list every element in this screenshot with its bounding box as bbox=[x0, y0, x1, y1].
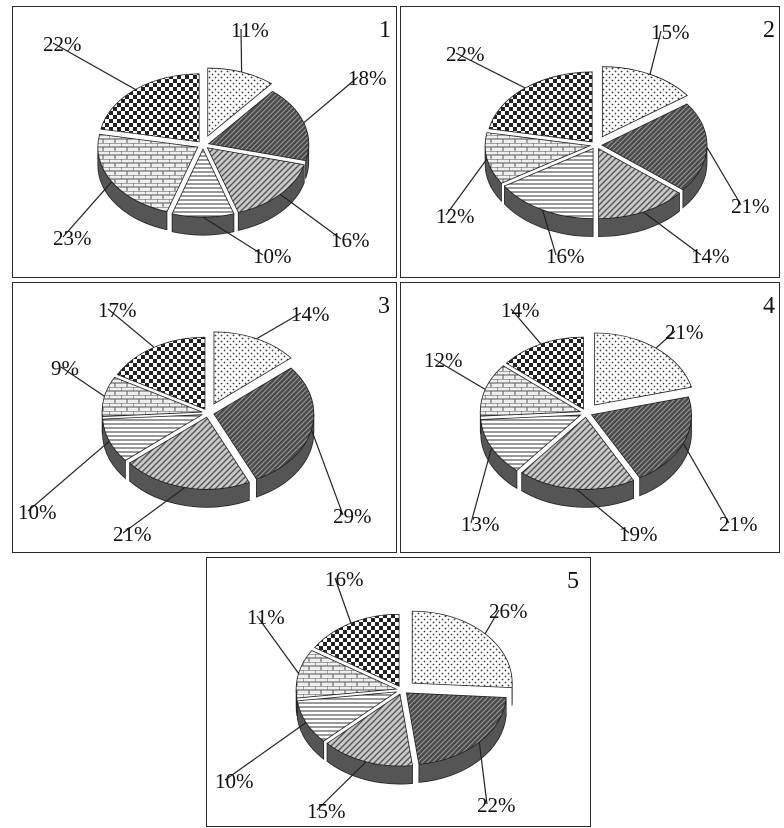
percent-label: 16% bbox=[331, 228, 370, 252]
leader-line bbox=[334, 577, 352, 624]
percent-label: 10% bbox=[253, 244, 292, 268]
leader-line bbox=[445, 158, 488, 216]
percent-label: 9% bbox=[51, 356, 79, 380]
pie-slice-2 bbox=[601, 103, 708, 191]
leader-line bbox=[256, 312, 302, 340]
pie-slice-2 bbox=[405, 692, 507, 765]
percent-label: 14% bbox=[501, 298, 540, 322]
panel-number: 3 bbox=[378, 293, 390, 319]
percent-label: 21% bbox=[113, 522, 152, 546]
leader-line bbox=[575, 488, 630, 534]
leader-line bbox=[122, 486, 186, 534]
leader-line bbox=[107, 308, 155, 348]
panel-number: 4 bbox=[763, 293, 775, 319]
percent-label: 15% bbox=[307, 799, 346, 823]
leader-line bbox=[510, 308, 542, 345]
percent-label: 21% bbox=[731, 194, 770, 218]
pie-panel-2: 15% 21% 14% 16% 12% 22% 2 bbox=[400, 6, 780, 278]
leader-line bbox=[240, 28, 243, 73]
pie-slice-6 bbox=[488, 71, 593, 143]
percent-label: 22% bbox=[446, 42, 485, 66]
pie-slice-1 bbox=[207, 67, 273, 137]
leader-line bbox=[478, 742, 488, 805]
percent-label: 21% bbox=[719, 512, 758, 536]
percent-label: 18% bbox=[348, 66, 387, 90]
pie-slice-1 bbox=[213, 331, 292, 405]
panel-number: 2 bbox=[763, 17, 775, 43]
leader-line bbox=[52, 42, 136, 90]
pie-slice-3 bbox=[598, 147, 681, 220]
leader-line bbox=[316, 761, 367, 811]
pie-slice-6 bbox=[116, 336, 206, 410]
leader-line bbox=[303, 76, 359, 124]
pie-slice-3 bbox=[326, 693, 413, 767]
leader-line bbox=[310, 429, 344, 516]
leader-line bbox=[60, 366, 105, 397]
leader-line bbox=[27, 440, 110, 512]
leader-line bbox=[682, 443, 730, 524]
percent-label: 29% bbox=[333, 504, 372, 528]
pie-slice-6 bbox=[505, 336, 584, 410]
panel-number: 1 bbox=[379, 17, 391, 43]
leader-line bbox=[655, 330, 676, 349]
leader-line bbox=[224, 722, 307, 781]
leader-line bbox=[706, 147, 742, 206]
percent-label: 12% bbox=[436, 204, 475, 228]
pie-panel-3: 14% 29% 21% 10% 9% 17% 3 bbox=[12, 282, 397, 553]
leader-line bbox=[455, 52, 526, 89]
pie-panel-5: 26% 22% 15% 10% 11% 16% 5 bbox=[206, 557, 591, 827]
pie-slice-6 bbox=[100, 73, 200, 143]
percent-label: 12% bbox=[424, 348, 463, 372]
percent-label: 22% bbox=[477, 793, 516, 817]
percent-label: 15% bbox=[651, 20, 690, 44]
pie-panel-4: 21% 21% 19% 13% 12% 14% 4 bbox=[400, 282, 780, 553]
pie-slice-1 bbox=[411, 610, 513, 689]
pie-slice-6 bbox=[314, 613, 400, 687]
percent-label: 10% bbox=[215, 769, 254, 793]
percent-label: 26% bbox=[489, 599, 528, 623]
pie-slice-4 bbox=[480, 414, 582, 471]
pie-slice-5 bbox=[484, 132, 592, 184]
leader-line bbox=[279, 193, 342, 240]
leader-line bbox=[256, 615, 300, 674]
pie-slice-3 bbox=[206, 147, 305, 213]
leader-line bbox=[642, 211, 702, 256]
pie-slice-5 bbox=[101, 376, 203, 417]
percent-label: 14% bbox=[291, 302, 330, 326]
leader-line bbox=[649, 30, 662, 75]
pie-slice-5 bbox=[295, 649, 398, 699]
leader-line bbox=[484, 609, 500, 635]
percent-label: 16% bbox=[546, 244, 585, 268]
percent-label: 13% bbox=[461, 512, 500, 536]
pie-slice-4 bbox=[503, 147, 594, 219]
percent-label: 16% bbox=[325, 567, 364, 591]
leader-line bbox=[541, 209, 557, 256]
percent-label: 22% bbox=[43, 32, 82, 56]
percent-label: 11% bbox=[247, 605, 285, 629]
pie-slice-3 bbox=[521, 416, 635, 490]
percent-label: 19% bbox=[619, 522, 658, 546]
percent-label: 10% bbox=[18, 500, 57, 524]
percent-label: 21% bbox=[665, 320, 704, 344]
percent-label: 17% bbox=[98, 298, 137, 322]
leader-line bbox=[202, 216, 264, 256]
leader-line bbox=[433, 358, 486, 390]
pie-panel-1: 11% 18% 16% 10% 23% 22% 1 bbox=[12, 6, 397, 278]
leader-line bbox=[62, 181, 113, 238]
percent-label: 14% bbox=[691, 244, 730, 268]
percent-label: 23% bbox=[53, 226, 92, 250]
leader-line bbox=[470, 447, 493, 524]
panel-number: 5 bbox=[567, 568, 579, 594]
percent-label: 11% bbox=[231, 18, 269, 42]
